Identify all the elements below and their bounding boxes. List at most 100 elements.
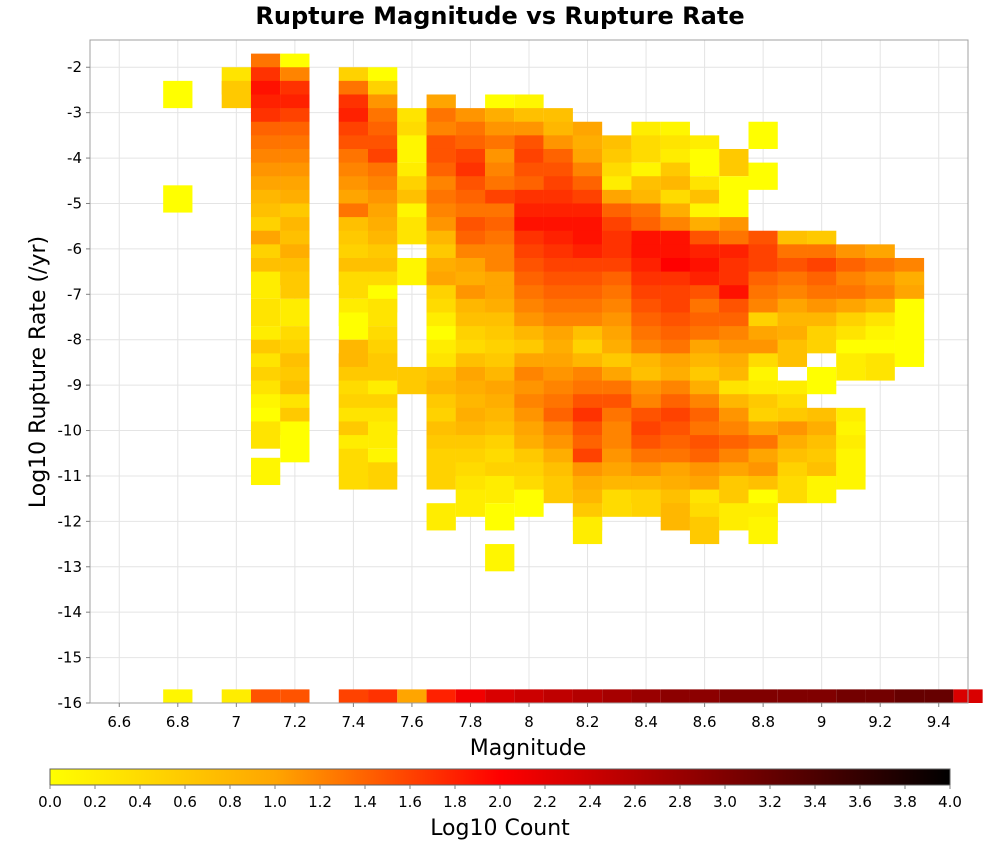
heatmap-cell <box>397 689 427 703</box>
y-tick-label: -12 <box>58 512 83 530</box>
heatmap-cell <box>836 689 866 703</box>
heatmap-cell <box>543 689 573 703</box>
heatmap-cell <box>338 689 369 703</box>
heatmap-cells <box>163 53 983 703</box>
heatmap-cell <box>397 217 427 245</box>
colorbar-tick-label: 1.0 <box>263 793 287 811</box>
colorbar-label: Log10 Count <box>430 816 570 841</box>
heatmap-cell <box>163 689 193 703</box>
heatmap-cell <box>748 121 778 149</box>
heatmap-cell <box>397 257 427 286</box>
x-tick-label: 6.6 <box>107 713 131 731</box>
heatmap-cell <box>807 326 837 354</box>
heatmap-cell <box>660 503 690 531</box>
heatmap-cell <box>250 298 281 327</box>
heatmap-cell <box>924 689 954 703</box>
heatmap-cell <box>894 689 925 703</box>
heatmap-cell <box>280 689 310 703</box>
heatmap-cell <box>485 475 515 504</box>
heatmap-cell <box>485 689 515 703</box>
colorbar-tick-label: 2.0 <box>488 793 512 811</box>
heatmap-cell <box>280 271 310 299</box>
heatmap-cell <box>777 689 808 703</box>
heatmap-cell <box>397 135 427 163</box>
heatmap-cell <box>602 489 632 517</box>
heatmap-cell <box>748 516 778 545</box>
heatmap-cell <box>485 544 515 572</box>
y-axis-ticks: -2 -3 -4 -5 -6 -7 -8 -9 -10 -11 -12 -13 -14 -15 -16 <box>58 58 90 712</box>
y-tick-label: -16 <box>58 694 83 712</box>
x-tick-label: 8.2 <box>576 713 600 731</box>
heatmap-cell <box>719 503 749 531</box>
y-tick-label: -15 <box>58 649 83 667</box>
heatmap-cell <box>280 298 310 327</box>
colorbar-tick-label: 2.2 <box>533 793 557 811</box>
y-tick-label: -2 <box>67 58 82 76</box>
heatmap-cell <box>250 689 281 703</box>
heatmap-cell <box>485 503 515 531</box>
heatmap-cell <box>660 689 690 703</box>
heatmap-cell <box>748 689 778 703</box>
heatmap-cell <box>163 185 193 213</box>
colorbar-tick-label: 3.6 <box>848 793 872 811</box>
y-tick-label: -4 <box>67 149 82 167</box>
x-tick-label: 8.4 <box>634 713 658 731</box>
x-tick-label: 7.6 <box>400 713 424 731</box>
heatmap-cell <box>807 475 837 504</box>
colorbar-tick-label: 0.2 <box>83 793 107 811</box>
heatmap-cell <box>865 353 895 381</box>
colorbar-tick-label: 2.4 <box>578 793 602 811</box>
y-tick-label: -10 <box>58 422 83 440</box>
heatmap-cell <box>455 489 486 517</box>
heatmap-cell <box>250 421 281 449</box>
heatmap-cell <box>338 462 369 490</box>
heatmap-cell <box>689 148 720 177</box>
x-axis-label: Magnitude <box>470 736 587 761</box>
heatmap-cell <box>426 503 456 531</box>
heatmap-cell <box>777 339 808 367</box>
y-tick-label: -6 <box>67 240 82 258</box>
colorbar-tick-label: 1.6 <box>398 793 422 811</box>
heatmap-cell <box>514 489 544 517</box>
heatmap-cell <box>514 689 544 703</box>
colorbar-tick-label: 2.8 <box>668 793 692 811</box>
heatmap-cell <box>221 689 251 703</box>
heatmap-cell <box>250 271 281 299</box>
colorbar-tick-label: 4.0 <box>938 793 962 811</box>
heatmap-cell <box>748 162 778 190</box>
heatmap-cell <box>397 366 427 395</box>
heatmap-cell <box>280 435 310 463</box>
colorbar-tick-label: 3.2 <box>758 793 782 811</box>
colorbar-tick-label: 1.2 <box>308 793 332 811</box>
y-tick-label: -9 <box>67 376 82 394</box>
heatmap-cell <box>368 421 398 449</box>
x-tick-label: 8.6 <box>693 713 717 731</box>
heatmap-cell <box>689 689 720 703</box>
heatmap-cell <box>572 516 603 545</box>
colorbar-ticks: 0.0 0.2 0.4 0.6 0.8 1.0 1.2 1.4 1.6 1.8 2.0 2.2 2.4 2… <box>38 785 962 811</box>
colorbar-tick-label: 2.6 <box>623 793 647 811</box>
heatmap-cell <box>426 689 456 703</box>
colorbar-tick-label: 3.4 <box>803 793 827 811</box>
colorbar-tick-label: 0.4 <box>128 793 152 811</box>
heatmap-cell <box>631 135 661 163</box>
y-tick-label: -8 <box>67 331 82 349</box>
colorbar-tick-label: 0.6 <box>173 793 197 811</box>
heatmap-cell <box>836 462 866 490</box>
heatmap-cell <box>631 489 661 517</box>
x-tick-label: 9 <box>817 713 827 731</box>
x-tick-label: 8.8 <box>751 713 775 731</box>
heatmap-cell <box>689 516 720 545</box>
heatmap-cell <box>543 475 573 504</box>
y-tick-label: -5 <box>67 194 82 212</box>
x-tick-label: 6.8 <box>166 713 190 731</box>
heatmap-cell <box>455 689 486 703</box>
heatmap-cell <box>719 689 749 703</box>
colorbar-tick-label: 0.0 <box>38 793 62 811</box>
colorbar-tick-label: 1.4 <box>353 793 377 811</box>
heatmap-cell <box>338 312 369 340</box>
heatmap-cell <box>894 339 925 367</box>
heatmap-cell <box>602 689 632 703</box>
x-tick-label: 7 <box>232 713 242 731</box>
